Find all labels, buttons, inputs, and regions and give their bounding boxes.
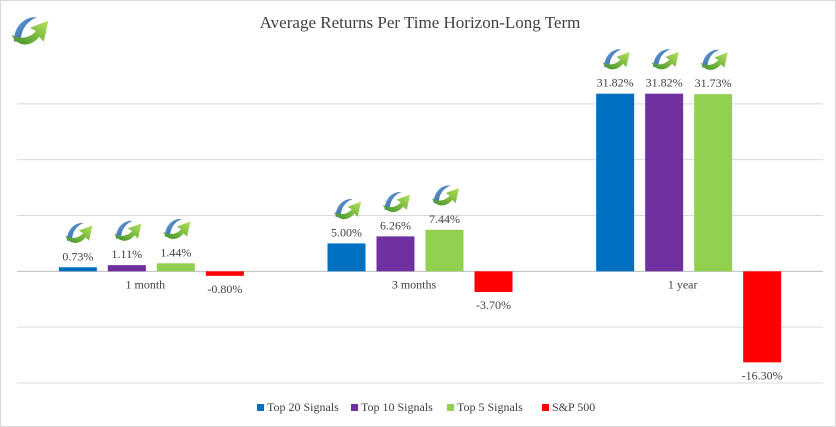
legend-swatch: [257, 404, 264, 411]
bar: [156, 263, 195, 272]
bar: [205, 271, 244, 276]
data-label: 31.82%: [597, 76, 634, 90]
legend-label: S&P 500: [552, 400, 595, 414]
category-label: 3 months: [392, 277, 437, 291]
legend-label: Top 20 Signals: [267, 400, 339, 414]
logo-icon: [333, 198, 362, 220]
bar: [474, 271, 513, 292]
data-label: -3.70%: [476, 298, 511, 312]
logo-icon: [114, 220, 142, 241]
category-label: 1 year: [668, 277, 698, 291]
data-label: 1.44%: [160, 245, 191, 259]
legend-swatch: [542, 404, 549, 411]
legend-label: Top 10 Signals: [361, 400, 433, 414]
bar: [645, 93, 684, 272]
chart-title: Average Returns Per Time Horizon-Long Te…: [260, 13, 581, 32]
bar: [425, 229, 464, 272]
data-label: 7.44%: [429, 212, 460, 226]
logo-icon: [65, 222, 93, 243]
logo-icon: [700, 49, 728, 70]
bar: [376, 236, 415, 272]
legend-label: Top 5 Signals: [457, 400, 523, 414]
legend-item: Top 10 Signals: [351, 400, 433, 414]
legend-item: S&P 500: [542, 400, 595, 414]
data-labels: 0.73% 1.11% 1.44% -0.80% 5.00% 6.26% 7.44% -3.7…: [62, 49, 783, 382]
data-label: 31.73%: [695, 76, 732, 90]
brand-logo-icon: [11, 17, 49, 45]
logo-icon: [602, 49, 630, 70]
category-labels: 1 month 3 months 1 year: [125, 277, 697, 291]
bar: [58, 267, 97, 272]
bar: [743, 271, 782, 363]
bars: [58, 93, 782, 363]
data-label: -0.80%: [207, 282, 242, 296]
logo-icon: [163, 218, 191, 239]
legend-swatch: [351, 404, 358, 411]
data-label: 0.73%: [62, 249, 93, 263]
legend-swatch: [447, 404, 454, 411]
gridlines: [17, 103, 823, 384]
bar: [327, 243, 366, 272]
logo-icon: [431, 185, 460, 206]
bar: [596, 93, 635, 272]
legend-item: Top 20 Signals: [257, 400, 339, 414]
data-label: 6.26%: [380, 218, 411, 232]
bar: [694, 94, 733, 272]
data-label: 31.82%: [646, 76, 683, 90]
bar: [107, 265, 146, 272]
data-label: -16.30%: [742, 368, 783, 382]
data-label: 1.11%: [112, 247, 143, 261]
legend-item: Top 5 Signals: [447, 400, 523, 414]
data-label: 5.00%: [331, 225, 362, 239]
category-label: 1 month: [125, 277, 165, 291]
logo-icon: [382, 191, 411, 213]
logo-icon: [651, 49, 679, 70]
legend: Top 20 Signals Top 10 Signals Top 5 Signal…: [257, 400, 595, 414]
